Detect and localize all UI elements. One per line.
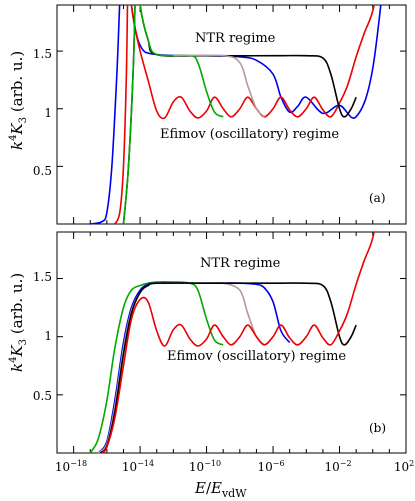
panel-b-ytick-0-5: 0.5 — [33, 389, 52, 403]
panel-b-ticks — [56, 232, 407, 453]
panel-b-frame — [56, 231, 407, 454]
xlabel: E/EvdW — [194, 479, 247, 500]
xtick-1e-10: 10−10 — [189, 459, 221, 474]
panel-a-series — [90, 5, 382, 225]
series-line-5 — [173, 54, 265, 118]
panel-b: 0.5 1 1.5 NTR regime Efimov (oscillatory… — [8, 231, 414, 500]
series-line-2 — [114, 5, 375, 225]
panel-a-ylabel: k4K3 (arb. u.) — [8, 51, 29, 150]
panel-b-ytick-1: 1 — [44, 329, 52, 343]
panel-b-series — [89, 232, 375, 454]
series-line-1 — [89, 281, 224, 454]
panel-b-tag: (b) — [369, 421, 386, 435]
xtick-1e-6: 10−6 — [257, 459, 284, 474]
xtick-1e-18: 10−18 — [55, 459, 87, 474]
series-line-2 — [97, 282, 291, 454]
panel-a-annotation-ntr: NTR regime — [195, 31, 276, 46]
series-line-1 — [90, 5, 382, 225]
series-line-4 — [122, 5, 224, 225]
panel-a: 0.5 1 1.5 NTR regime Efimov (oscillatory… — [8, 4, 407, 225]
panel-b-annotation-efimov: Efimov (oscillatory) regime — [167, 349, 346, 364]
panel-a-ytick-0-5: 0.5 — [33, 164, 52, 178]
xtick-1e2: 102 — [394, 459, 414, 474]
xtick-1e-2: 10−2 — [324, 459, 351, 474]
panel-b-ytick-1-5: 1.5 — [33, 270, 52, 284]
xtick-1e-14: 10−14 — [122, 459, 154, 474]
panel-a-annotation-efimov: Efimov (oscillatory) regime — [160, 127, 339, 142]
panel-a-ytick-1: 1 — [44, 106, 52, 120]
panel-a-ytick-1-5: 1.5 — [33, 47, 52, 61]
panel-a-ticks — [56, 5, 407, 224]
panel-a-frame — [56, 4, 407, 225]
series-line-5 — [101, 232, 375, 454]
panel-b-ylabel: k4K3 (arb. u.) — [8, 273, 29, 372]
panel-a-tag: (a) — [369, 191, 386, 205]
panel-b-annotation-ntr: NTR regime — [200, 256, 281, 271]
series-line-4 — [99, 282, 357, 454]
